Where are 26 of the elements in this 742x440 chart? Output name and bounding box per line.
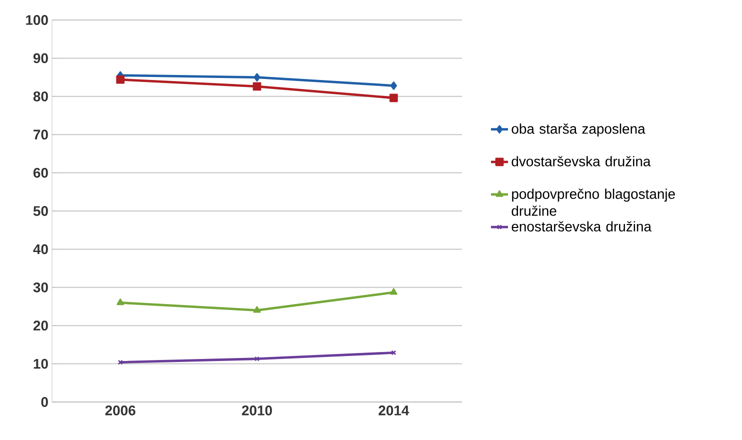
y-tick-label: 50 [33,206,48,216]
y-tick-label: 10 [34,358,48,369]
point [254,73,260,82]
legend-label: oba starša zaposlena [512,124,646,137]
y-tick-label: 70 [34,130,48,140]
y-tick-label: 80 [33,91,48,102]
x-tick-label: 2010 [242,406,272,416]
y-tick-label: 40 [33,244,48,254]
point [116,298,124,306]
point [253,306,261,313]
point [389,94,398,102]
y-tick-label: 100 [26,15,48,25]
x-tick-label: 2014 [378,406,410,416]
x-tick-label: 2006 [105,406,136,416]
y-tick-label: 20 [33,320,48,331]
y-tick-label: 30 [33,282,48,292]
point [254,356,260,362]
y-tick-label: 60 [33,168,48,178]
point [390,288,398,295]
legend-label: dvostarševska družina [512,156,651,166]
point [116,75,125,84]
legend-label: enostarševska družina [512,221,652,232]
y-tick-label: 0 [41,397,48,407]
point [390,82,397,90]
y-tick-label: 90 [33,53,48,64]
point [252,82,262,91]
